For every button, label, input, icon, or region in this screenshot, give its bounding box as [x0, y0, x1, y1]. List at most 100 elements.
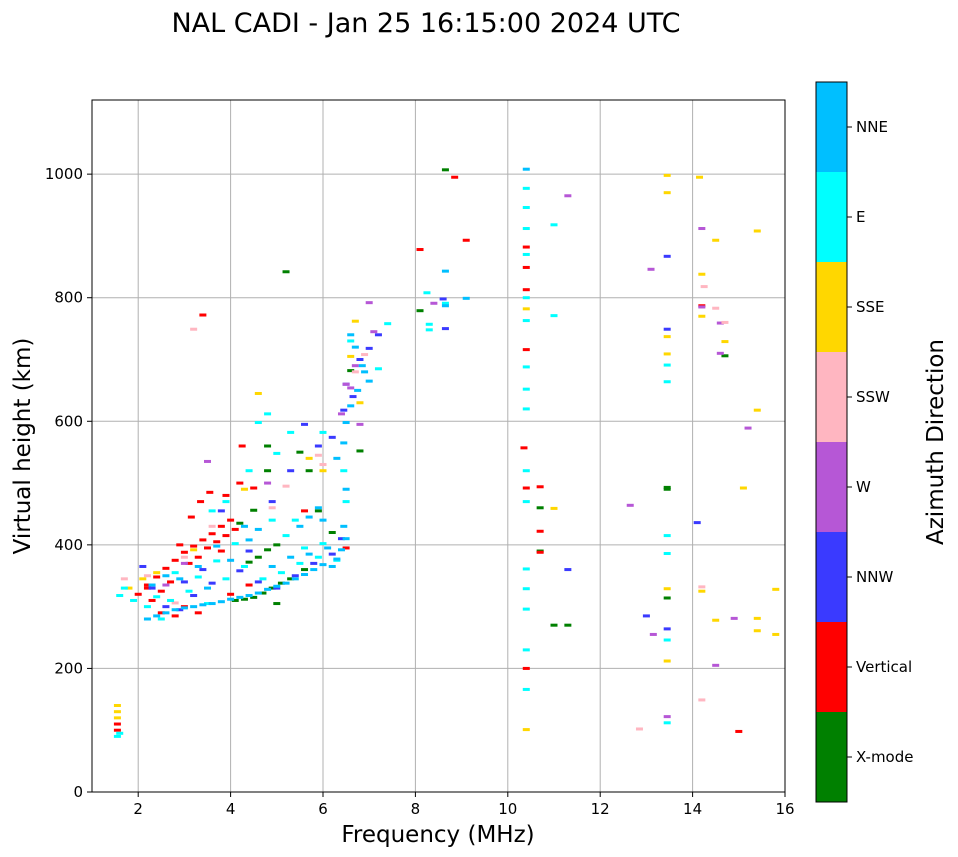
- data-point: [157, 611, 165, 615]
- data-point: [245, 560, 253, 564]
- data-point: [698, 227, 706, 231]
- data-point: [204, 459, 211, 463]
- data-point: [635, 727, 643, 731]
- series-nnw: [139, 254, 701, 631]
- data-point: [522, 319, 530, 323]
- data-point: [240, 564, 248, 568]
- data-point: [663, 587, 671, 591]
- data-point: [277, 581, 285, 585]
- data-point: [550, 506, 558, 510]
- data-point: [663, 638, 671, 642]
- data-point: [663, 659, 671, 663]
- data-point: [240, 597, 248, 601]
- data-point: [712, 618, 720, 622]
- data-point: [301, 422, 309, 426]
- data-point: [199, 313, 207, 317]
- data-point: [236, 595, 244, 599]
- colorbar-tick-label: SSE: [856, 298, 885, 316]
- data-point: [148, 598, 156, 602]
- data-point: [305, 552, 313, 556]
- data-point: [365, 301, 373, 305]
- data-point: [264, 548, 272, 552]
- data-point: [753, 229, 761, 233]
- data-point: [231, 598, 239, 602]
- data-point: [349, 395, 357, 399]
- data-point: [663, 715, 671, 719]
- data-point: [522, 567, 530, 571]
- data-point: [337, 537, 345, 541]
- data-point: [171, 608, 179, 612]
- data-point: [217, 549, 225, 553]
- data-point: [772, 632, 780, 636]
- data-point: [365, 379, 373, 383]
- data-point: [254, 527, 262, 531]
- data-point: [167, 580, 175, 584]
- data-point: [347, 354, 355, 358]
- data-point: [550, 314, 558, 318]
- x-tick-label: 14: [683, 800, 702, 818]
- x-tick-label: 12: [591, 800, 610, 818]
- data-point: [273, 602, 281, 606]
- data-point: [148, 586, 156, 590]
- data-point: [254, 391, 262, 395]
- colorbar-swatch: [816, 262, 847, 352]
- data-point: [744, 426, 752, 430]
- data-point: [319, 430, 327, 434]
- data-point: [180, 550, 188, 554]
- data-point: [425, 328, 433, 332]
- data-point: [190, 548, 198, 552]
- data-point: [550, 623, 558, 627]
- data-point: [626, 503, 634, 507]
- data-point: [314, 444, 322, 448]
- series-w: [162, 194, 752, 719]
- data-point: [698, 314, 706, 318]
- data-point: [441, 269, 449, 273]
- colorbar-swatch: [816, 622, 847, 712]
- data-point: [441, 168, 449, 172]
- data-point: [254, 555, 262, 559]
- data-point: [217, 509, 225, 513]
- data-point: [642, 614, 650, 618]
- data-point: [162, 605, 170, 609]
- data-point: [245, 549, 253, 553]
- data-point: [268, 586, 276, 590]
- data-point: [663, 335, 671, 339]
- data-point: [227, 558, 235, 562]
- x-tick-label: 8: [411, 800, 421, 818]
- data-point: [342, 546, 350, 550]
- data-point: [153, 571, 161, 575]
- data-point: [296, 561, 304, 565]
- data-point: [268, 518, 276, 522]
- data-point: [236, 481, 244, 485]
- plot-background: [92, 100, 785, 792]
- data-point: [356, 358, 364, 361]
- data-point: [361, 370, 369, 374]
- data-point: [663, 363, 671, 367]
- data-point: [351, 345, 359, 349]
- data-point: [351, 370, 359, 374]
- data-point: [328, 564, 336, 568]
- data-point: [171, 558, 179, 562]
- data-point: [712, 238, 720, 242]
- data-point: [361, 353, 369, 357]
- data-point: [342, 537, 350, 541]
- data-point: [356, 422, 364, 426]
- data-point: [698, 698, 706, 702]
- data-point: [522, 587, 530, 591]
- data-point: [663, 485, 671, 489]
- data-point: [157, 589, 165, 593]
- data-point: [522, 648, 530, 652]
- colorbar-swatch: [816, 82, 847, 172]
- data-point: [222, 500, 230, 504]
- data-point: [206, 490, 214, 494]
- data-point: [374, 367, 382, 371]
- data-point: [282, 534, 290, 538]
- data-point: [663, 487, 671, 491]
- data-point: [739, 486, 747, 490]
- data-point: [721, 354, 729, 358]
- data-point: [522, 252, 530, 256]
- data-point: [130, 598, 138, 602]
- data-point: [423, 291, 431, 295]
- y-axis-ticks: 0 200 400 600 800 1000: [45, 165, 92, 801]
- series-e: [113, 186, 671, 738]
